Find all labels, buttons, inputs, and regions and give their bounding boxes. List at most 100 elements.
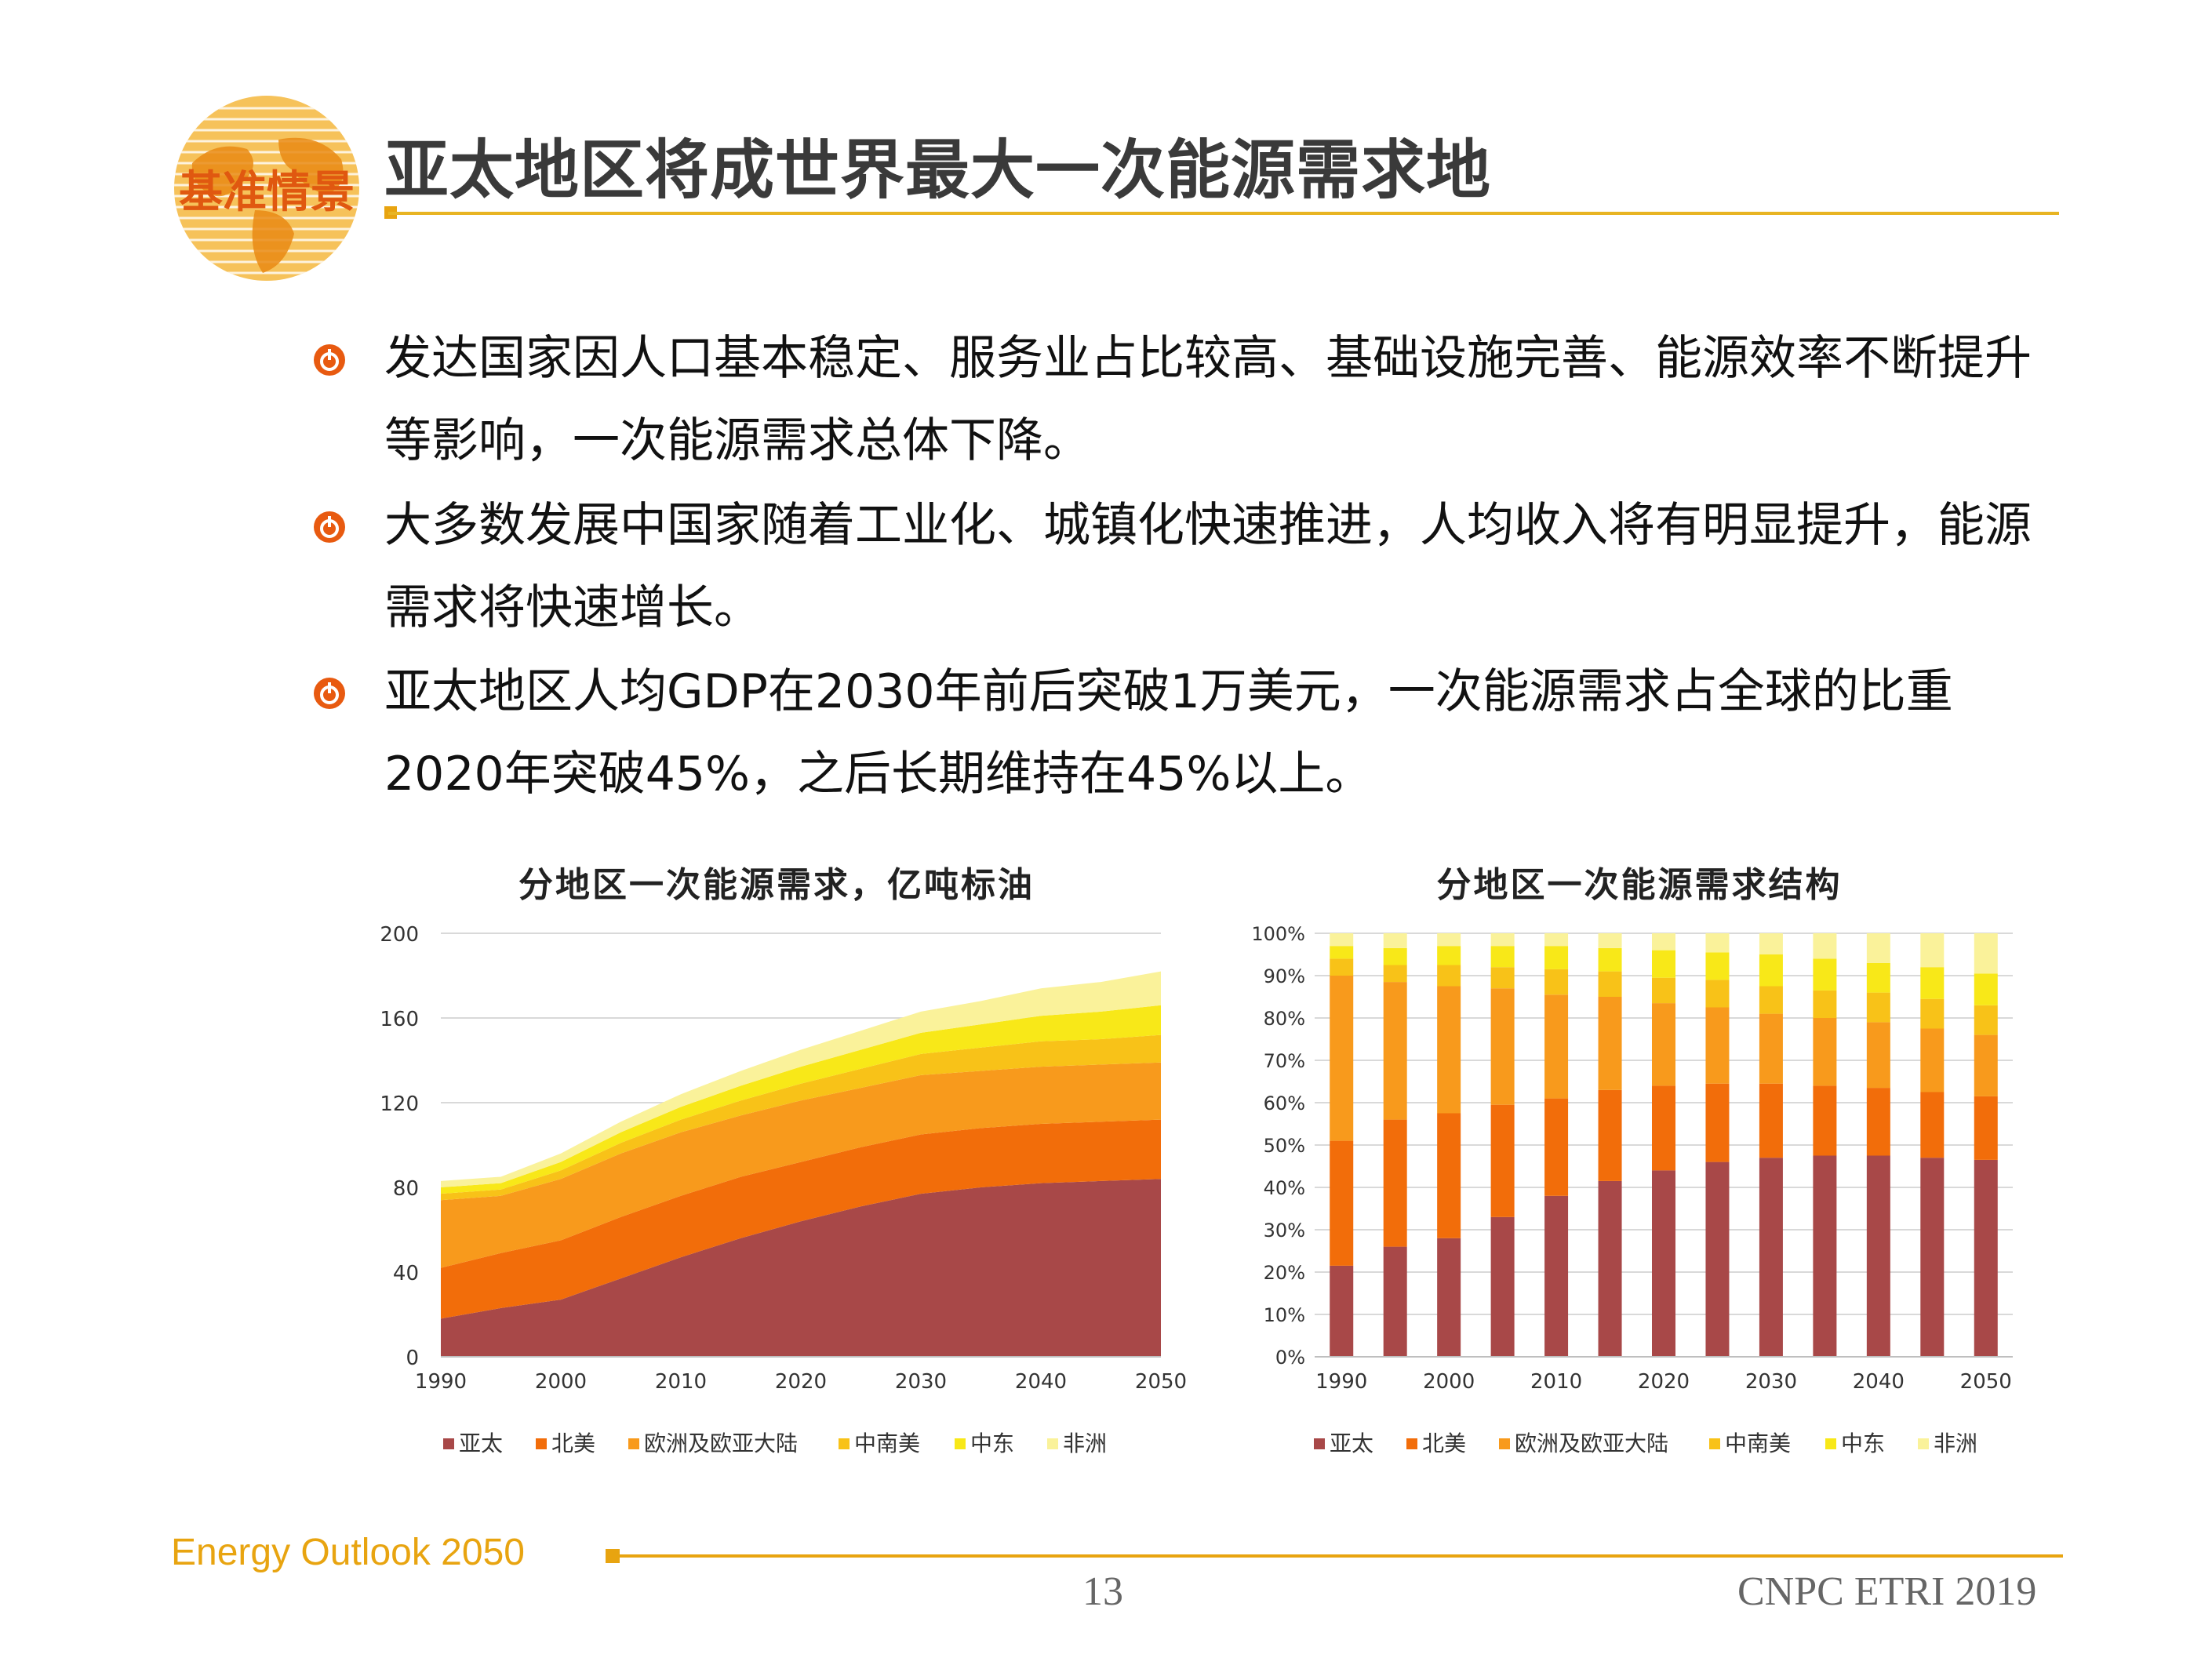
bar-segment-中东 (1490, 946, 1515, 968)
legend-label: 北美 (1422, 1431, 1466, 1456)
bar-segment-中南美 (1866, 992, 1890, 1023)
footer-title: Energy Outlook 2050 (171, 1532, 525, 1573)
bar-segment-中东 (1437, 946, 1461, 965)
y-tick-label: 70% (1264, 1050, 1305, 1072)
y-tick-label: 200 (380, 923, 419, 947)
bar-segment-非洲 (1920, 933, 1945, 968)
y-tick-label: 0% (1275, 1347, 1305, 1369)
legend-swatch (1918, 1438, 1929, 1449)
bar-segment-北美 (1759, 1083, 1783, 1158)
bar-segment-非洲 (1866, 933, 1890, 963)
bar-segment-欧洲及欧亚大陆 (1652, 1003, 1675, 1086)
bar-segment-中南美 (1705, 980, 1730, 1008)
y-tick-label: 100% (1251, 923, 1305, 945)
bar-segment-非洲 (1705, 933, 1730, 953)
chart-title-area: 分地区一次能源需求，亿吨标油 (518, 865, 1035, 905)
legend-label: 非洲 (1063, 1431, 1107, 1456)
x-tick-label: 2000 (1423, 1370, 1475, 1394)
legend-swatch (1825, 1438, 1836, 1449)
bar-segment-非洲 (1759, 933, 1783, 954)
bar-segment-北美 (1866, 1088, 1890, 1156)
bar-segment-中东 (1920, 967, 1945, 999)
bar-segment-亚太 (1759, 1158, 1783, 1357)
y-tick-label: 40% (1264, 1177, 1305, 1199)
bar-segment-欧洲及欧亚大陆 (1759, 1013, 1783, 1084)
footer-rule-marker (606, 1549, 620, 1563)
bar-segment-中南美 (1544, 969, 1569, 995)
footer-brand: CNPC ETRI 2019 (1737, 1569, 2037, 1614)
x-tick-label: 2010 (655, 1370, 707, 1394)
y-tick-label: 40 (393, 1262, 419, 1285)
bar-segment-非洲 (1652, 933, 1675, 951)
bar-segment-欧洲及欧亚大陆 (1598, 997, 1622, 1090)
legend-swatch (628, 1438, 639, 1449)
y-tick-label: 10% (1264, 1304, 1305, 1326)
legend-label: 欧洲及欧亚大陆 (644, 1431, 798, 1456)
bar-segment-中南美 (1652, 977, 1675, 1004)
bar-segment-非洲 (1544, 933, 1569, 947)
bar-segment-中东 (1652, 950, 1675, 978)
bar-segment-非洲 (1490, 933, 1515, 947)
bar-segment-北美 (1330, 1140, 1354, 1266)
legend-swatch (955, 1438, 966, 1449)
bar-segment-中南美 (1437, 965, 1461, 987)
bar-segment-非洲 (1598, 933, 1622, 948)
bar-segment-北美 (1652, 1085, 1675, 1171)
x-tick-label: 2020 (775, 1370, 827, 1394)
bar-segment-欧洲及欧亚大陆 (1383, 982, 1407, 1120)
x-tick-label: 2020 (1638, 1370, 1690, 1394)
bar-segment-亚太 (1544, 1195, 1569, 1357)
area-series-中南美 (441, 1034, 1161, 1201)
legend-label: 欧洲及欧亚大陆 (1515, 1431, 1668, 1456)
page-number: 13 (1082, 1569, 1123, 1614)
legend-swatch (839, 1438, 850, 1449)
bar-segment-亚太 (1437, 1238, 1461, 1357)
stacked-bar-chart: 0% 10% 20% 30% 40% 50% 60% 70% 80% 90% 100% 1990 200… (1251, 923, 2013, 1456)
y-tick-label: 80% (1264, 1008, 1305, 1030)
bar-segment-中东 (1383, 947, 1407, 965)
power-bullet-icon (314, 511, 345, 543)
bar-segment-中东 (1759, 954, 1783, 987)
page-title: 亚太地区将成世界最大一次能源需求地 (384, 133, 1492, 208)
bar-segment-非洲 (1813, 933, 1837, 959)
bar-segment-非洲 (1974, 933, 1998, 974)
legend-label: 北美 (551, 1431, 595, 1456)
y-tick-label: 30% (1264, 1220, 1305, 1241)
x-tick-label: 1990 (1315, 1370, 1367, 1394)
bar-segment-亚太 (1813, 1155, 1837, 1357)
bar-segment-中东 (1705, 952, 1730, 980)
bar-segment-欧洲及欧亚大陆 (1920, 1028, 1945, 1092)
bar-segment-中东 (1866, 962, 1890, 993)
x-tick-label: 2040 (1853, 1370, 1905, 1394)
bar-segment-中南美 (1330, 958, 1354, 976)
bullet-text-2: 大多数发展中国家随着工业化、城镇化快速推进，人均收入将有明显提升，能源需求将快速… (384, 498, 2032, 635)
bar-segment-中东 (1974, 973, 1998, 1005)
bar-segment-中南美 (1759, 986, 1783, 1014)
bar-segment-非洲 (1330, 933, 1354, 947)
legend-label: 中东 (1841, 1431, 1885, 1456)
x-tick-label: 2000 (535, 1370, 587, 1394)
legend-swatch (1314, 1438, 1325, 1449)
bar-segment-亚太 (1974, 1159, 1998, 1357)
bar-segment-北美 (1705, 1083, 1730, 1162)
bar-segment-北美 (1383, 1119, 1407, 1247)
bar-segment-中南美 (1490, 967, 1515, 989)
bar-segment-欧洲及欧亚大陆 (1705, 1007, 1730, 1084)
bar-segment-欧洲及欧亚大陆 (1330, 976, 1354, 1141)
bar-segment-亚太 (1866, 1155, 1890, 1357)
bar-segment-北美 (1598, 1089, 1622, 1181)
bar-segment-中南美 (1920, 998, 1945, 1029)
bar-segment-北美 (1544, 1098, 1569, 1196)
bar-segment-中东 (1330, 946, 1354, 959)
y-tick-label: 60% (1264, 1092, 1305, 1114)
y-tick-label: 90% (1264, 965, 1305, 987)
legend-swatch (1406, 1438, 1417, 1449)
x-tick-label: 2010 (1530, 1370, 1582, 1394)
bar-segment-中南美 (1383, 965, 1407, 983)
legend-swatch (1709, 1438, 1720, 1449)
area-series-非洲 (441, 971, 1161, 1187)
bar-segment-亚太 (1920, 1158, 1945, 1357)
legend-label: 亚太 (459, 1431, 503, 1456)
legend-label: 亚太 (1330, 1431, 1373, 1456)
bar-segment-亚太 (1598, 1180, 1622, 1357)
